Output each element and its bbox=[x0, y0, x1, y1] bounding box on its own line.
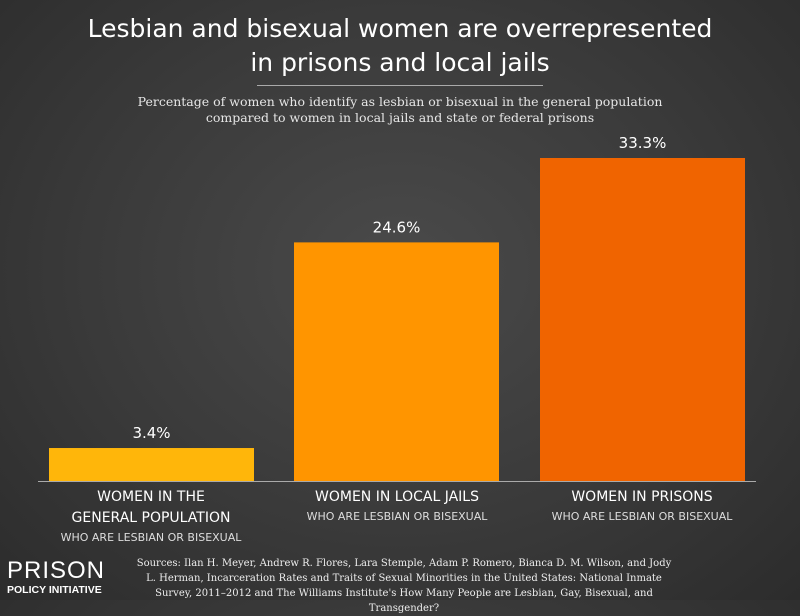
category-label: GENERAL POPULATION bbox=[71, 510, 231, 526]
category-sublabel: WHO ARE LESBIAN OR BISEXUAL bbox=[306, 510, 488, 523]
data-label: 3.4% bbox=[132, 424, 170, 442]
data-label: 33.3% bbox=[619, 134, 667, 152]
logo-line: POLICY INITIATIVE bbox=[7, 584, 102, 596]
category-label-local-jails: WOMEN IN LOCAL JAILS WHO ARE LESBIAN OR … bbox=[277, 487, 517, 523]
bar bbox=[540, 158, 745, 481]
prison-policy-initiative-logo: PRISON POLICY INITIATIVE bbox=[7, 557, 107, 597]
subtitle-line: Percentage of women who identify as lesb… bbox=[137, 94, 663, 109]
chart-title: Lesbian and bisexual women are overrepre… bbox=[0, 12, 800, 80]
chart-subtitle: Percentage of women who identify as lesb… bbox=[0, 94, 800, 126]
bar-chart: 3.4% 24.6% 33.3% bbox=[38, 134, 756, 482]
logo-line: PRISON bbox=[7, 557, 106, 584]
category-label: WOMEN IN THE bbox=[97, 489, 205, 505]
sources-note: Sources: Ilan H. Meyer, Andrew R. Flores… bbox=[136, 558, 672, 614]
subtitle-line: compared to women in local jails and sta… bbox=[205, 110, 595, 125]
bar bbox=[294, 242, 499, 481]
category-sublabel: WHO ARE LESBIAN OR BISEXUAL bbox=[60, 531, 242, 544]
category-label: WOMEN IN LOCAL JAILS bbox=[315, 489, 479, 505]
bar bbox=[49, 448, 254, 481]
category-label-general-population: WOMEN IN THE GENERAL POPULATION WHO ARE … bbox=[31, 487, 271, 544]
category-label-prisons: WOMEN IN PRISONS WHO ARE LESBIAN OR BISE… bbox=[522, 487, 762, 523]
title-divider bbox=[257, 85, 543, 86]
data-label: 24.6% bbox=[373, 218, 421, 236]
title-line: in prisons and local jails bbox=[250, 48, 550, 77]
category-sublabel: WHO ARE LESBIAN OR BISEXUAL bbox=[551, 510, 733, 523]
title-line: Lesbian and bisexual women are overrepre… bbox=[87, 14, 713, 43]
category-label: WOMEN IN PRISONS bbox=[571, 489, 713, 505]
